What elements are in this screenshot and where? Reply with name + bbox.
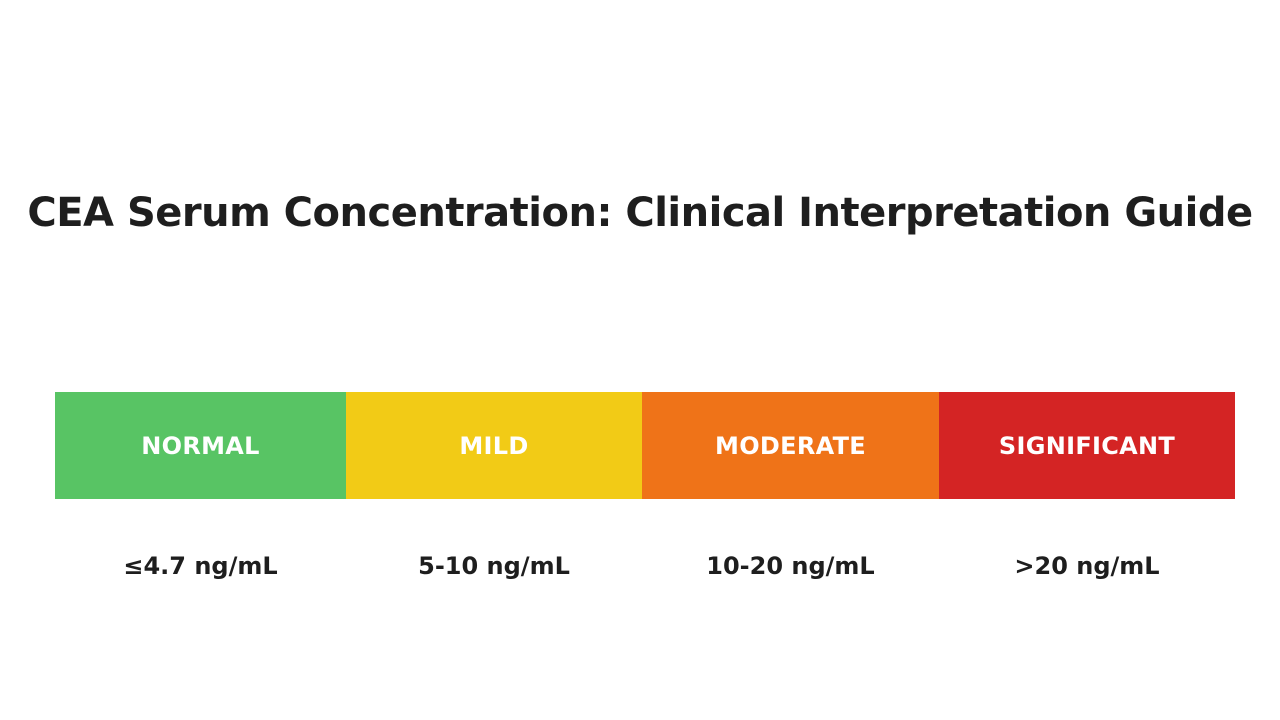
segment-normal-label: NORMAL bbox=[141, 431, 260, 460]
range-normal: ≤4.7 ng/mL bbox=[123, 552, 278, 580]
segment-mild-label: MILD bbox=[459, 431, 529, 460]
segment-significant: SIGNIFICANT bbox=[939, 392, 1235, 499]
segment-moderate-label: MODERATE bbox=[715, 431, 866, 460]
range-mild: 5-10 ng/mL bbox=[418, 552, 570, 580]
segment-mild: MILD bbox=[346, 392, 642, 499]
range-significant: >20 ng/mL bbox=[1014, 552, 1160, 580]
range-moderate: 10-20 ng/mL bbox=[706, 552, 875, 580]
segment-normal: NORMAL bbox=[55, 392, 346, 499]
segment-moderate: MODERATE bbox=[642, 392, 939, 499]
segment-significant-label: SIGNIFICANT bbox=[998, 431, 1176, 460]
page-title: CEA Serum Concentration: Clinical Interp… bbox=[27, 190, 1253, 236]
range-labels: ≤4.7 ng/mL 5-10 ng/mL 10-20 ng/mL >20 ng… bbox=[55, 552, 1235, 580]
severity-scale-bar: NORMAL MILD MODERATE SIGNIFICANT bbox=[55, 392, 1235, 499]
